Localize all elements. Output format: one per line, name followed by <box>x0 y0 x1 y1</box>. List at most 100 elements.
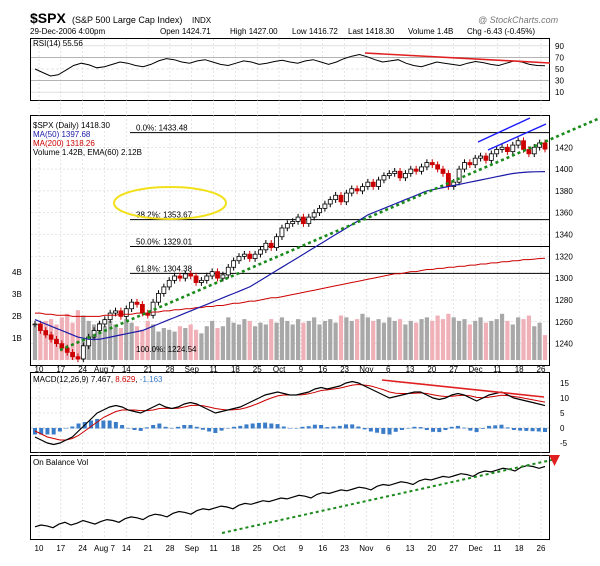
macd-histogram-bar <box>350 424 355 429</box>
ma200-legend: MA(200) 1318.26 <box>33 139 95 148</box>
candle-body <box>392 170 398 174</box>
ma50-line <box>34 171 546 340</box>
macd-histogram-bar <box>213 428 218 433</box>
volume-bar <box>435 315 440 360</box>
candle-body <box>424 162 430 168</box>
candle-body <box>75 356 81 360</box>
macd-histogram-bar <box>244 424 249 429</box>
volume-bar <box>279 317 285 360</box>
macd-histogram-bar <box>356 426 361 429</box>
volume-bar <box>247 320 252 360</box>
volume-bar <box>322 320 327 360</box>
volume-tick-label: 1B <box>12 334 22 343</box>
volume-bar <box>269 319 274 360</box>
macd-histogram-bar <box>505 427 510 429</box>
x-tick-label: Oct <box>273 544 286 553</box>
volume-bar <box>419 319 424 360</box>
x-tick-label: 11 <box>209 544 218 553</box>
macd-histogram-bar <box>200 428 205 430</box>
candle-body <box>311 212 317 218</box>
volume-bar <box>494 319 499 360</box>
volume-bar <box>274 322 279 360</box>
fib-label: 100.0%: 1224.54 <box>136 345 197 354</box>
candle-body <box>166 279 172 288</box>
volume-bar <box>226 317 231 360</box>
volume-bar <box>532 326 537 360</box>
candle-body <box>48 334 54 340</box>
candle-body <box>483 155 489 161</box>
volume-bar <box>118 328 123 360</box>
macd-histogram-bar <box>232 426 237 429</box>
volume-bar <box>446 313 451 360</box>
volume-bar <box>75 310 81 360</box>
volume-bar <box>344 317 349 360</box>
candle-body <box>343 192 349 203</box>
macd-histogram-bar <box>399 428 404 430</box>
volume-bar <box>151 324 156 360</box>
x-tick-label: 27 <box>449 365 458 374</box>
volume-legend: Volume 1.42B, EMA(60) 2.12B <box>33 148 142 157</box>
volume-bar <box>440 319 446 360</box>
candle-body <box>290 221 296 225</box>
candle-body <box>306 216 312 225</box>
obv-trendline <box>221 458 557 534</box>
candle-body <box>456 168 462 183</box>
macd-histogram-bar <box>524 428 529 431</box>
volume-bar <box>403 324 408 360</box>
volume-bar <box>172 331 177 360</box>
macd-histogram-bar <box>176 426 181 429</box>
x-tick-label: 9 <box>299 544 304 553</box>
volume-bar <box>387 317 392 360</box>
candle-body <box>408 168 414 174</box>
date: 29-Dec-2006 4:00pm <box>30 27 105 36</box>
x-tick-label: 24 <box>78 365 87 374</box>
watermark: @ StockCharts.com <box>478 15 559 25</box>
price-tick-label: 1240 <box>555 340 573 349</box>
obv-legend: On Balance Vol <box>33 458 88 467</box>
price-trendline <box>59 116 600 352</box>
volume-bar <box>263 324 268 360</box>
volume-bar <box>430 320 435 360</box>
macd-histogram-bar <box>300 426 305 429</box>
volume-bar <box>204 326 209 360</box>
volume-bar <box>102 326 107 360</box>
x-tick-label: 9 <box>299 365 304 374</box>
rising-wedge <box>477 117 547 151</box>
candle-body <box>32 323 38 326</box>
macd-histogram-bar <box>387 428 392 435</box>
volume-bar <box>220 326 225 360</box>
svg-text:Chg -6.43 (-0.45%): Chg -6.43 (-0.45%) <box>467 27 535 36</box>
price-tick-label: 1260 <box>555 318 573 327</box>
volume-bar <box>91 324 97 360</box>
volume-tick-label: 3B <box>12 290 22 299</box>
price-tick-label: 1360 <box>555 209 573 218</box>
x-tick-label: 13 <box>406 544 415 553</box>
rsi-trendline <box>364 52 551 64</box>
volume-bar <box>306 320 311 360</box>
volume-bar <box>328 319 333 360</box>
volume-bar <box>253 326 258 360</box>
macd-histogram-bar <box>337 425 342 429</box>
price-tick-label: 1320 <box>555 252 573 261</box>
volume-bar <box>65 313 70 360</box>
macd-histogram-bar <box>238 425 243 429</box>
macd-histogram-bar <box>462 427 467 429</box>
candle-body <box>129 301 135 310</box>
volume-bar <box>97 322 102 360</box>
candle-body <box>54 338 59 345</box>
candle-body <box>118 310 124 317</box>
macd-histogram-bar <box>163 426 168 429</box>
macd-histogram-bar <box>368 428 373 432</box>
obv-panel-frame <box>30 455 550 540</box>
candle-body <box>241 253 247 257</box>
volume-bar <box>290 324 295 360</box>
candle-body <box>505 146 510 153</box>
x-tick-label: 16 <box>318 365 327 374</box>
fib-label: 50.0%: 1329.01 <box>136 238 193 247</box>
candle-body <box>397 170 403 179</box>
macd-tick-label: 0 <box>560 424 565 433</box>
candle-body <box>440 168 446 174</box>
macd-histogram-bar <box>269 423 274 429</box>
candle-body <box>317 207 322 214</box>
ma50-legend: MA(50) 1397.68 <box>33 130 91 139</box>
